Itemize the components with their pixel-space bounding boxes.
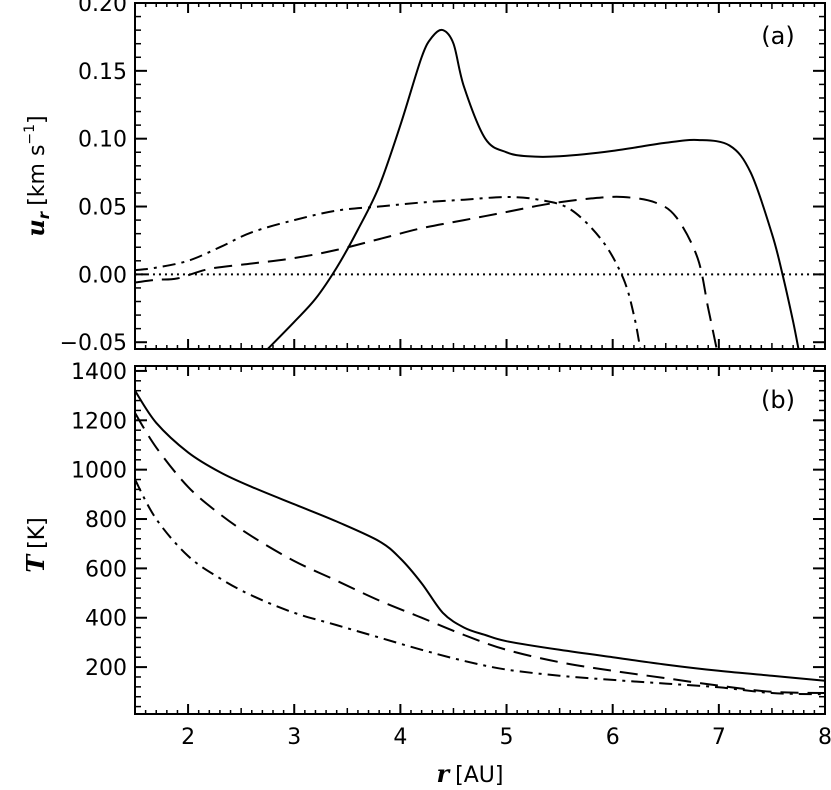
y-tick-label: 0.05 (78, 196, 127, 221)
y-axis-unit-open: [km s (25, 145, 50, 206)
y-axis-unit-close: ] (25, 115, 50, 124)
y-tick-label: −0.05 (60, 331, 127, 356)
y-axis-symbol: u (21, 219, 50, 236)
series-dashed-line (135, 412, 825, 694)
y-axis-unit-b: [K] (25, 517, 50, 549)
panel-a-label: (a) (761, 22, 794, 50)
panel-b-series (135, 390, 825, 696)
y-tick-label: 1000 (71, 459, 127, 484)
series-solid-line (135, 390, 825, 682)
y-tick-label: 1400 (71, 360, 127, 385)
x-tick-label: 6 (606, 725, 620, 750)
panel-a-y-axis-label: ur [km s−1] (21, 115, 53, 236)
y-axis-unit-exp: −1 (22, 124, 38, 145)
panel-b-ticks: 2 3 4 5 6 7 8 200 400 600 800 1000 1200 1400 (71, 360, 831, 750)
y-tick-label: 600 (85, 557, 127, 582)
panel-b-label: (b) (761, 386, 795, 414)
panel-a-series (135, 28, 825, 349)
y-tick-label: 400 (85, 607, 127, 632)
x-tick-label: 5 (500, 725, 514, 750)
x-tick-label: 2 (181, 725, 195, 750)
x-axis-symbol: r (437, 759, 452, 788)
y-tick-label: 200 (85, 656, 127, 681)
panel-a: −0.05 0.00 0.05 0.10 0.15 0.20 (a) ur [km s−1] (21, 0, 826, 356)
x-axis-label: r [AU] (437, 759, 504, 788)
x-axis-unit: [AU] (455, 763, 503, 788)
panel-a-frame (134, 2, 826, 350)
y-tick-label: 0.15 (78, 60, 127, 85)
series-dashdot-line (135, 195, 642, 349)
series-dashed-line (135, 195, 718, 349)
y-tick-label: 800 (85, 508, 127, 533)
y-axis-symbol-b: T (21, 553, 50, 573)
series-dashdot-line (135, 479, 825, 696)
x-tick-label: 3 (287, 725, 301, 750)
y-tick-label: 0.20 (78, 0, 127, 17)
panel-b: 2 3 4 5 6 7 8 200 400 600 800 1000 1200 1400 (b) T [K]… (21, 360, 831, 788)
panel-b-y-axis-label: T [K] (21, 517, 50, 572)
panel-b-frame (134, 365, 826, 715)
x-tick-label: 4 (393, 725, 407, 750)
y-tick-label: 0.00 (78, 263, 127, 288)
panel-a-ticks: −0.05 0.00 0.05 0.10 0.15 0.20 (60, 0, 826, 356)
series-solid-line (266, 28, 800, 349)
y-tick-label: 0.10 (78, 128, 127, 153)
y-axis-subscript: r (35, 210, 53, 219)
y-tick-label: 1200 (71, 409, 127, 434)
x-tick-label: 7 (712, 725, 726, 750)
x-tick-label: 8 (818, 725, 831, 750)
